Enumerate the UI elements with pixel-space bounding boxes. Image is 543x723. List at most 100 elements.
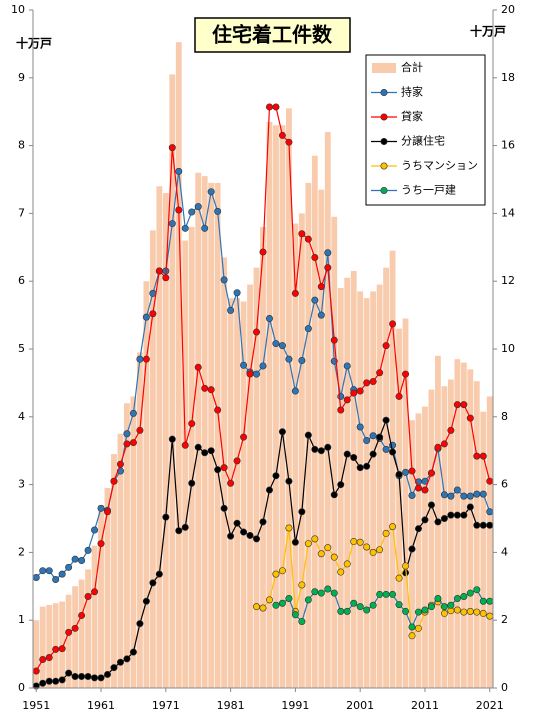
bar: [409, 420, 415, 688]
marker: [466, 503, 474, 511]
bar: [286, 108, 292, 688]
bar: [98, 504, 104, 688]
marker: [149, 310, 157, 318]
marker: [149, 579, 157, 587]
bar: [357, 291, 364, 688]
marker: [440, 491, 448, 499]
marker: [272, 472, 280, 480]
marker: [110, 664, 118, 672]
marker: [356, 538, 364, 546]
marker: [278, 342, 286, 350]
bar: [227, 298, 234, 688]
marker: [71, 672, 79, 680]
x-tick-label: 1991: [281, 699, 309, 712]
bar: [473, 381, 480, 688]
y2-tick-label: 4: [501, 545, 508, 558]
marker: [317, 550, 325, 558]
marker: [414, 525, 422, 533]
marker: [350, 599, 358, 607]
marker: [285, 477, 293, 485]
marker: [369, 432, 377, 440]
marker: [168, 220, 176, 228]
y2-tick-label: 12: [501, 274, 515, 287]
marker: [453, 511, 461, 519]
bar: [460, 362, 467, 688]
marker: [376, 433, 384, 441]
marker: [440, 514, 448, 522]
marker: [58, 570, 66, 578]
marker: [408, 623, 416, 631]
marker: [129, 439, 137, 447]
marker: [45, 677, 53, 685]
y2-tick-label: 18: [501, 71, 515, 84]
marker: [201, 224, 209, 232]
bar: [454, 359, 461, 688]
marker: [408, 467, 416, 475]
y2-tick-label: 16: [501, 139, 515, 152]
marker: [291, 538, 299, 546]
y-tick-label: 1: [18, 613, 25, 626]
bar: [273, 125, 279, 688]
marker: [71, 624, 79, 632]
marker: [39, 679, 47, 687]
marker: [402, 562, 410, 570]
marker: [123, 440, 131, 448]
marker: [285, 524, 293, 532]
bar: [370, 291, 377, 688]
title-box: [194, 17, 351, 53]
legend-box: [365, 54, 486, 206]
marker: [298, 508, 306, 516]
marker: [265, 314, 273, 322]
marker: [479, 490, 487, 498]
marker: [395, 601, 403, 609]
bar: [441, 386, 448, 688]
y2-tick-label: 14: [501, 206, 515, 219]
legend-swatch: [380, 138, 388, 146]
bar: [292, 223, 299, 688]
marker: [65, 628, 73, 636]
marker: [389, 320, 397, 328]
bar: [156, 186, 163, 688]
y-tick-label: 8: [18, 139, 25, 152]
marker: [265, 486, 273, 494]
bar: [422, 406, 428, 688]
marker: [389, 523, 397, 531]
bar: [428, 389, 435, 688]
marker: [376, 546, 384, 554]
bar: [311, 155, 318, 688]
x-tick-label: 2021: [476, 699, 504, 712]
y-tick-label: 10: [11, 3, 25, 16]
marker: [479, 452, 487, 460]
marker: [285, 138, 293, 146]
marker: [427, 501, 435, 509]
marker: [253, 328, 261, 336]
marker: [71, 555, 79, 563]
marker: [52, 645, 60, 653]
marker: [201, 449, 209, 457]
marker: [168, 144, 176, 152]
bar: [376, 284, 383, 688]
marker: [272, 103, 280, 111]
marker: [65, 669, 73, 677]
marker: [453, 595, 461, 603]
bar: [175, 42, 182, 688]
marker: [104, 508, 112, 516]
bar: [331, 216, 338, 689]
bar: [149, 230, 156, 688]
marker: [136, 620, 144, 628]
bar: [266, 121, 273, 689]
marker: [265, 103, 273, 111]
marker: [440, 609, 448, 617]
bar: [162, 193, 169, 688]
marker: [123, 655, 131, 663]
y-tick-label: 2: [18, 545, 25, 558]
marker: [240, 361, 248, 369]
bar: [318, 189, 325, 689]
marker: [324, 249, 332, 257]
marker: [473, 490, 481, 498]
marker: [343, 396, 351, 404]
marker: [175, 167, 183, 175]
marker: [356, 423, 364, 431]
marker: [427, 603, 435, 611]
marker: [473, 452, 481, 460]
